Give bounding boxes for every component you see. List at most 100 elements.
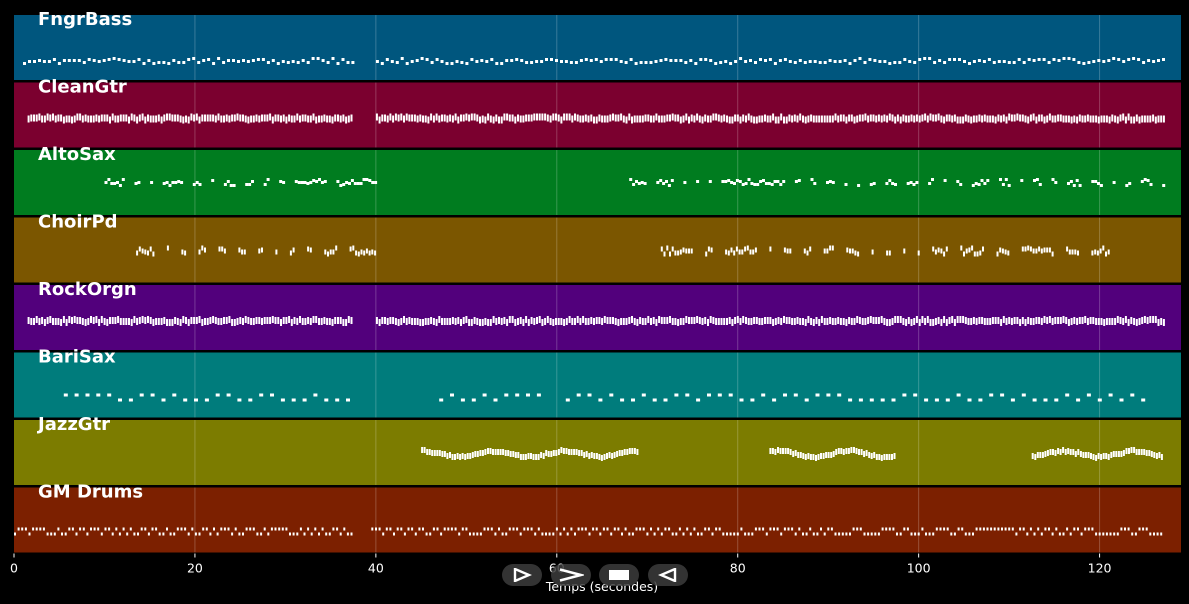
- play-button[interactable]: [502, 564, 542, 586]
- note: [350, 317, 353, 324]
- note: [1040, 248, 1043, 254]
- note: [1152, 316, 1155, 323]
- note: [688, 248, 690, 254]
- note: [113, 182, 117, 185]
- note: [166, 113, 168, 121]
- note: [997, 60, 1001, 63]
- note: [1130, 393, 1135, 397]
- note: [63, 393, 68, 397]
- note: [784, 448, 787, 454]
- note: [438, 115, 441, 123]
- note: [505, 532, 508, 536]
- note: [962, 116, 965, 124]
- note: [880, 115, 883, 123]
- note: [629, 178, 633, 181]
- note: [747, 532, 750, 536]
- note: [318, 532, 320, 536]
- note: [98, 319, 101, 326]
- note: [325, 532, 328, 536]
- note: [1078, 317, 1081, 324]
- note: [639, 317, 642, 324]
- note: [666, 114, 669, 122]
- note: [100, 114, 103, 122]
- note: [1133, 318, 1136, 325]
- note: [1016, 317, 1019, 324]
- note: [769, 527, 772, 531]
- note: [812, 115, 815, 123]
- back-button[interactable]: [648, 564, 688, 586]
- note: [971, 245, 974, 251]
- note: [498, 527, 500, 531]
- note: [796, 115, 799, 123]
- note: [405, 113, 408, 121]
- note: [621, 450, 624, 456]
- stop-button[interactable]: [599, 564, 639, 586]
- note: [385, 527, 388, 531]
- note: [696, 398, 701, 402]
- track-lane: CleanGtr: [14, 77, 1181, 148]
- note: [570, 449, 573, 455]
- note: [218, 246, 221, 252]
- note: [772, 319, 775, 326]
- note: [516, 527, 519, 531]
- note: [1137, 58, 1141, 61]
- note: [1155, 453, 1158, 459]
- note: [533, 113, 536, 121]
- note: [677, 114, 680, 122]
- note: [140, 527, 143, 531]
- note: [976, 251, 979, 257]
- note: [639, 527, 642, 531]
- note: [963, 251, 965, 257]
- note: [1105, 318, 1108, 325]
- note: [301, 318, 304, 325]
- note: [595, 453, 598, 459]
- note: [389, 527, 392, 531]
- note: [1024, 246, 1027, 252]
- note: [745, 317, 747, 324]
- note: [986, 318, 989, 325]
- note: [267, 532, 270, 536]
- note: [425, 532, 428, 536]
- note: [90, 527, 92, 531]
- note: [501, 532, 504, 536]
- note: [252, 527, 255, 531]
- note: [43, 115, 46, 123]
- note: [389, 113, 392, 121]
- note: [440, 60, 444, 63]
- forward-button[interactable]: [551, 564, 591, 586]
- note: [739, 318, 742, 325]
- note: [1046, 247, 1049, 253]
- note: [565, 113, 568, 121]
- note: [972, 60, 976, 63]
- note: [953, 532, 956, 536]
- note: [222, 61, 226, 64]
- note: [1117, 451, 1120, 457]
- note: [353, 182, 357, 185]
- note: [633, 318, 636, 325]
- note: [419, 114, 422, 122]
- note: [694, 62, 698, 65]
- note: [550, 58, 553, 61]
- note: [928, 532, 931, 536]
- note: [534, 532, 537, 536]
- note: [946, 527, 949, 531]
- note: [736, 114, 739, 122]
- note: [828, 59, 832, 62]
- note: [1062, 532, 1065, 536]
- note: [1029, 527, 1032, 531]
- note: [449, 318, 452, 325]
- track-lane: AltoSax: [14, 144, 1181, 215]
- note: [1076, 116, 1079, 124]
- note: [1133, 447, 1136, 453]
- note: [348, 182, 351, 185]
- note: [470, 58, 474, 61]
- note: [68, 316, 71, 323]
- note: [174, 181, 178, 184]
- note: [193, 114, 196, 122]
- note: [631, 532, 634, 536]
- note: [499, 449, 502, 455]
- note: [1043, 247, 1046, 253]
- note: [144, 317, 147, 324]
- note: [462, 317, 465, 324]
- note: [1027, 245, 1030, 251]
